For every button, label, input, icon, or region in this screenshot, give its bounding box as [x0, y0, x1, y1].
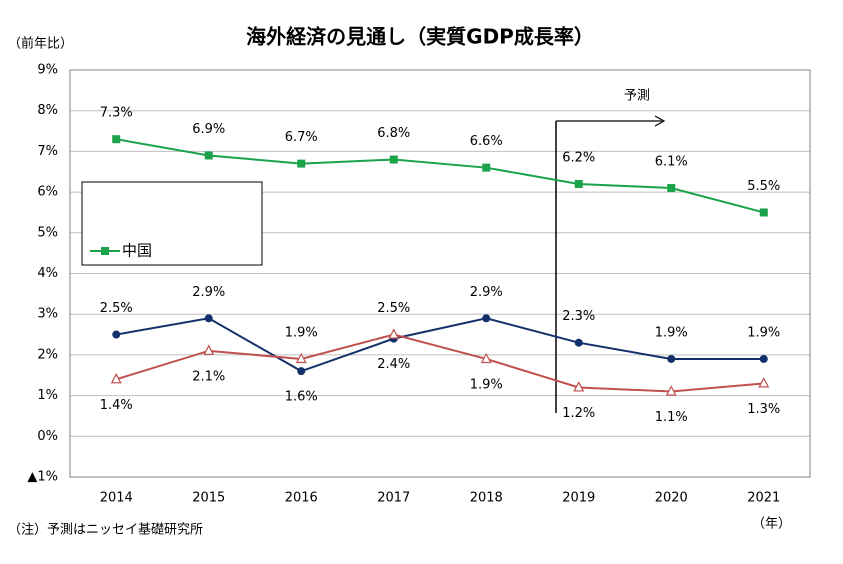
data-label: 7.3% — [100, 106, 133, 121]
marker — [759, 354, 768, 363]
marker — [203, 344, 215, 355]
marker — [667, 184, 676, 193]
marker — [297, 367, 306, 376]
x-unit: （年） — [752, 517, 791, 532]
marker — [480, 352, 492, 364]
y-tick-label: 5% — [37, 225, 58, 240]
data-label: 1.4% — [100, 398, 133, 413]
plot-border — [69, 69, 811, 478]
data-label: 1.9% — [747, 325, 780, 340]
y-axis-label: （前年比） — [8, 36, 73, 52]
data-label: 1.3% — [747, 402, 780, 417]
marker — [758, 377, 770, 388]
x-tick-label: 2020 — [655, 491, 688, 506]
data-label: 6.8% — [377, 126, 410, 141]
y-tick-label: 6% — [37, 185, 58, 200]
data-label: 6.7% — [285, 130, 318, 145]
marker — [574, 338, 583, 347]
marker — [665, 385, 677, 396]
data-label: 6.2% — [562, 150, 595, 165]
marker — [388, 328, 400, 339]
marker — [297, 159, 306, 168]
x-tick-label: 2014 — [100, 491, 133, 506]
data-label: 2.9% — [192, 285, 225, 300]
data-label: 1.9% — [285, 325, 318, 340]
marker — [204, 151, 213, 160]
data-label: 1.1% — [655, 410, 688, 425]
marker — [112, 330, 121, 339]
data-label: 1.2% — [562, 406, 595, 421]
note: （注）予測はニッセイ基礎研究所 — [8, 523, 203, 538]
marker — [759, 208, 768, 217]
data-label: 2.5% — [100, 301, 133, 316]
data-label: 2.1% — [192, 369, 225, 384]
marker — [295, 352, 307, 364]
data-label: 1.6% — [285, 390, 318, 405]
series-line — [115, 333, 764, 393]
chart-title: 海外経済の見通し（実質GDP成長率） — [246, 25, 594, 49]
x-tick-label: 2015 — [192, 491, 225, 506]
forecast-label: 予測 — [624, 89, 650, 104]
data-label: 2.4% — [377, 357, 410, 372]
data-label: 2.9% — [470, 285, 503, 300]
x-tick-label: 2016 — [285, 491, 318, 506]
y-tick-label: 1% — [37, 388, 58, 403]
marker — [389, 155, 398, 164]
marker — [101, 247, 109, 255]
marker — [573, 381, 585, 392]
y-tick-label: 7% — [37, 144, 58, 159]
data-label: 5.5% — [747, 179, 780, 194]
y-tick-label: 9% — [37, 63, 58, 78]
marker — [110, 373, 122, 384]
series-line — [116, 317, 764, 373]
data-label: 1.9% — [470, 377, 503, 392]
legend-label: 中国 — [122, 242, 152, 260]
forecast-arrowhead — [654, 115, 666, 127]
x-tick-label: 2017 — [377, 491, 410, 506]
marker — [204, 314, 213, 323]
y-tick-label: ▲1% — [27, 470, 58, 485]
x-tick-label: 2018 — [470, 491, 503, 506]
marker — [574, 179, 583, 188]
marker — [482, 314, 491, 323]
y-tick-label: 8% — [37, 103, 58, 118]
x-tick-label: 2019 — [562, 491, 595, 506]
data-label: 2.5% — [377, 301, 410, 316]
y-tick-label: 4% — [37, 266, 58, 281]
data-label: 6.1% — [655, 155, 688, 170]
y-tick-label: 0% — [37, 429, 58, 444]
marker — [667, 354, 676, 363]
y-tick-label: 3% — [37, 307, 58, 322]
data-label: 6.6% — [470, 134, 503, 149]
data-label: 2.3% — [562, 309, 595, 324]
data-label: 1.9% — [655, 325, 688, 340]
marker — [482, 163, 491, 172]
data-label: 6.9% — [192, 122, 225, 137]
series-line — [116, 138, 765, 214]
y-tick-label: 2% — [37, 347, 58, 362]
x-tick-label: 2021 — [747, 491, 780, 506]
marker — [112, 135, 121, 144]
